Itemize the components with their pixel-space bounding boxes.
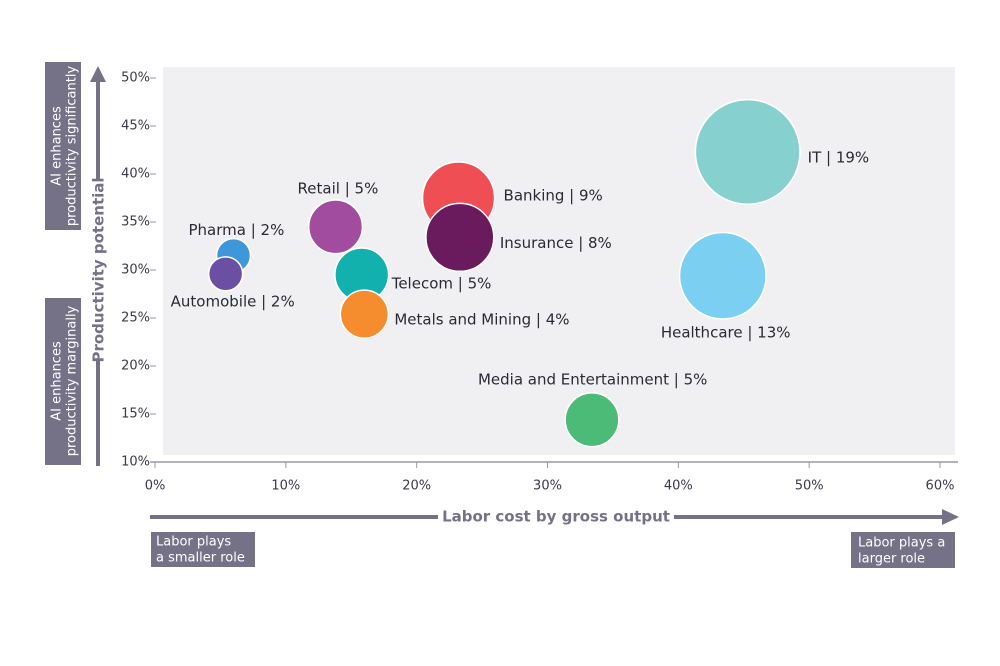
annotation: Labor plays (156, 535, 231, 550)
y-arrow-head (90, 66, 106, 82)
x-tick-label: 30% (533, 479, 562, 494)
annotation: larger role (858, 552, 925, 567)
bubble (307, 199, 364, 255)
y-tick-label: 10% (121, 455, 150, 470)
plot-area (163, 67, 955, 455)
y-tick-label: 30% (121, 263, 150, 278)
y-tick-label: 45% (121, 119, 150, 134)
x-tick-label: 60% (926, 479, 955, 494)
y-tick-label: 20% (121, 359, 150, 374)
data-label: Banking | 9% (504, 187, 603, 205)
data-label: Pharma | 2% (189, 221, 285, 239)
annotation: productivity significantly (65, 66, 80, 227)
bubble (694, 98, 801, 205)
x-tick-label: 0% (145, 479, 166, 494)
y-tick-label: 15% (121, 407, 150, 422)
data-label: Automobile | 2% (171, 292, 295, 310)
annotation: productivity marginally (65, 305, 80, 456)
annotation: Labor plays a (858, 536, 945, 551)
bubble (207, 256, 244, 292)
data-label: Media and Entertainment | 5% (478, 370, 707, 388)
bubble (564, 392, 620, 448)
bubble (678, 231, 767, 320)
annotation: AI enhances (50, 106, 65, 186)
x-tick-label: 20% (402, 479, 431, 494)
x-label-bg (438, 506, 674, 528)
data-label: Metals and Mining | 4% (394, 311, 569, 329)
y-tick-label: 25% (121, 311, 150, 326)
bubble (425, 202, 495, 273)
annotation-box (45, 62, 81, 230)
annotation: a smaller role (156, 551, 245, 566)
y-tick-label: 35% (121, 215, 150, 230)
annotation-box (851, 532, 955, 568)
y-label-bg (88, 180, 108, 360)
y-tick-label: 40% (121, 167, 150, 182)
x-arrow-head (942, 509, 959, 525)
x-tick-label: 40% (664, 479, 693, 494)
bubble (339, 289, 390, 339)
y-tick-label: 50% (121, 71, 150, 86)
y-axis-title: Productivity potential (90, 177, 108, 362)
x-tick-label: 10% (271, 479, 300, 494)
x-axis-title: Labor cost by gross output (442, 508, 670, 526)
annotation: AI enhances (50, 341, 65, 421)
data-label: Retail | 5% (298, 179, 379, 197)
data-label: Insurance | 8% (500, 234, 612, 252)
data-label: Healthcare | 13% (661, 323, 791, 341)
data-label: Telecom | 5% (391, 274, 492, 292)
x-tick-label: 50% (795, 479, 824, 494)
annotation-box (151, 532, 255, 567)
data-label: IT | 19% (808, 148, 870, 166)
annotation-box (45, 298, 81, 465)
